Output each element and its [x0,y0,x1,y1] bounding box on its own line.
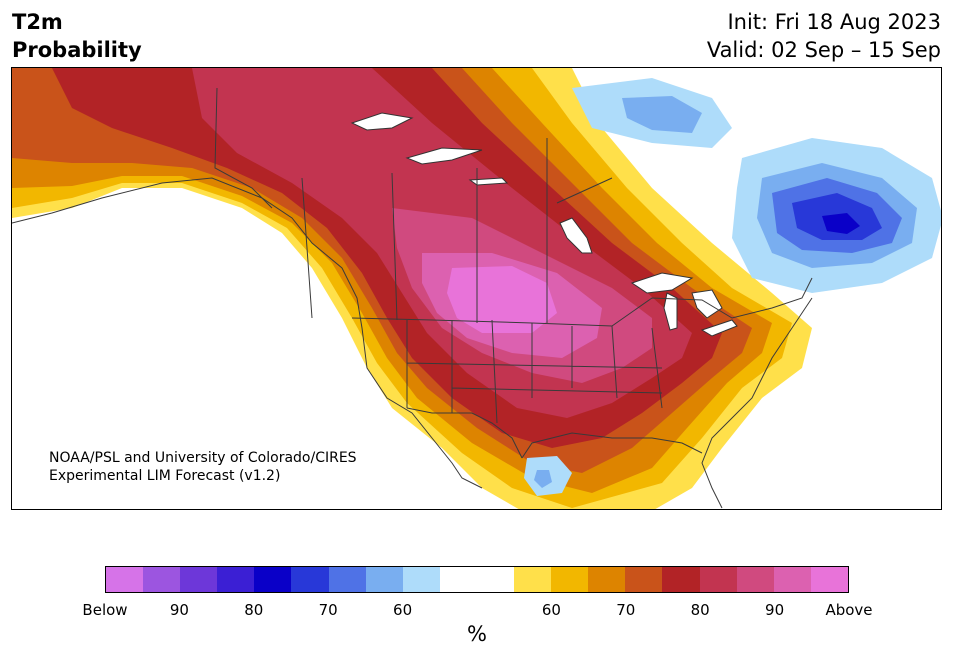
colorbar-segment [810,567,848,592]
init-date: Init: Fri 18 Aug 2023 [727,10,941,34]
colorbar-segment [217,567,255,592]
attribution: NOAA/PSL and University of Colorado/CIRE… [49,449,357,485]
great-slave-lake [405,147,483,165]
lake-superior [630,272,694,294]
colorbar-segment [180,567,218,592]
lake-winnipeg [559,217,593,254]
colorbar-tick-label: 60 [541,601,561,619]
lake-michigan [663,292,678,331]
title-line-probability: Probability [12,38,142,62]
province-lines [301,138,613,323]
colorbar-segment [551,567,589,592]
colorbar-segment [588,567,626,592]
map-canvas [12,68,941,509]
colorbar-tick-label: 80 [244,601,264,619]
colorbar-segment [773,567,811,592]
colorbar-segment [328,567,366,592]
colorbar-segment [365,567,403,592]
colorbar [105,566,849,593]
colorbar-segment [143,567,181,592]
probability-map [11,67,942,510]
colorbar-tick-label: 90 [765,601,785,619]
band-above-warm [447,266,557,333]
colorbar-segment [662,567,700,592]
colorbar-segment [625,567,663,592]
cold-probability-bands [524,78,941,496]
colorbar-segment [106,567,144,592]
band-65-cold-mexico [534,470,552,488]
colorbar-tick-label: 80 [690,601,710,619]
boundaries [12,87,813,509]
us-mexico-border [406,407,523,459]
attribution-line2: Experimental LIM Forecast (v1.2) [49,468,281,484]
colorbar-segment [402,567,440,592]
us-canada-border [351,277,813,327]
title-line-variable: T2m [12,10,63,34]
attribution-line1: NOAA/PSL and University of Colorado/CIRE… [49,450,357,466]
colorbar-segment [254,567,292,592]
colorbar-segment [514,567,552,592]
valid-period: Valid: 02 Sep – 15 Sep [706,38,941,62]
map-title: T2m Probability [12,8,142,64]
colorbar-unit: % [467,622,487,646]
coastline-gulf [521,432,703,459]
colorbar-segment [736,567,774,592]
state-lines [406,319,663,424]
colorbar-segment [476,567,515,592]
lakes [350,112,738,337]
lake-athabasca [468,177,509,186]
colorbar-tick-label: 70 [318,601,338,619]
band-80-cold [822,213,860,234]
great-bear-lake [350,112,414,131]
colorbar-tick-label: 90 [169,601,189,619]
forecast-dates: Init: Fri 18 Aug 2023 Valid: 02 Sep – 15… [707,8,941,64]
lake-huron [691,289,723,319]
colorbar-tick-label: 60 [393,601,413,619]
colorbar-segment [291,567,329,592]
coastline-east [701,297,813,509]
colorbar-tick-label: 70 [616,601,636,619]
colorbar-tick-label: Above [825,601,873,619]
colorbar-segment [699,567,737,592]
coastline-west [12,177,483,489]
colorbar-tick-label: Below [82,601,128,619]
lake-erie [700,319,738,337]
colorbar-segment [439,567,477,592]
